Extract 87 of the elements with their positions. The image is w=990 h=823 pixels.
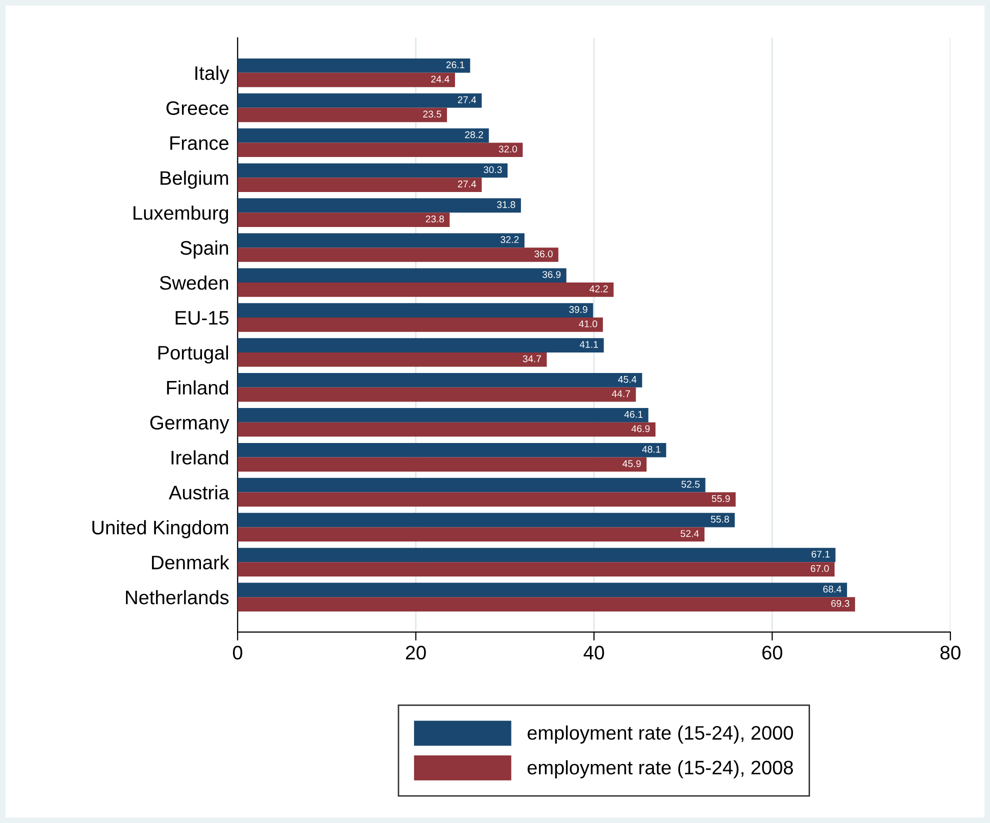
- x-tick-label: 40: [584, 646, 604, 660]
- data-label: 27.4: [458, 180, 476, 188]
- data-label: 52.4: [680, 530, 699, 537]
- y-tick-label: Spain: [180, 240, 228, 259]
- y-tick-label: Denmark: [152, 555, 230, 570]
- bar: [238, 373, 642, 388]
- bar: [238, 72, 456, 88]
- data-label: 55.9: [712, 495, 730, 502]
- data-label: 36.0: [534, 250, 553, 258]
- data-label: 23.5: [423, 110, 442, 118]
- data-label: 24.4: [431, 76, 450, 82]
- data-label: 39.9: [569, 306, 588, 313]
- bar: [238, 93, 482, 108]
- bar: [238, 387, 636, 402]
- data-label: 44.7: [612, 390, 630, 398]
- bar: [238, 282, 614, 297]
- data-label: 41.0: [578, 320, 598, 328]
- bar: [238, 58, 470, 73]
- x-tick-label: 20: [406, 646, 426, 660]
- bar: [238, 512, 735, 528]
- bar: [238, 303, 594, 318]
- bar: [238, 142, 523, 158]
- bar: [238, 548, 836, 562]
- bar: [238, 268, 566, 283]
- y-tick-label: Ireland: [172, 450, 228, 465]
- legend-label: employment rate (15-24), 2000: [528, 725, 794, 744]
- data-label: 67.1: [812, 550, 830, 558]
- data-label: 46.1: [624, 410, 643, 418]
- y-tick-label: United Kingdom: [92, 520, 228, 538]
- y-tick-label: Netherlands: [126, 590, 229, 604]
- bar: [238, 128, 489, 143]
- bar: [238, 582, 848, 598]
- bar: [238, 562, 835, 576]
- bar: [238, 317, 603, 332]
- y-tick-label: Austria: [168, 485, 230, 500]
- x-tick-label: 60: [762, 646, 782, 660]
- y-tick-label: Luxemburg: [134, 206, 228, 224]
- bar: [238, 338, 604, 352]
- data-label: 28.2: [465, 131, 484, 138]
- data-label: 69.3: [831, 600, 850, 607]
- data-label: 45.9: [622, 460, 641, 468]
- y-tick-label: Germany: [150, 416, 230, 434]
- data-label: 45.4: [618, 376, 636, 383]
- data-label: 30.3: [484, 166, 502, 174]
- x-tick-label: 0: [232, 646, 242, 660]
- y-tick-label: EU-15: [176, 311, 228, 325]
- bar: [238, 198, 521, 213]
- data-label: 31.8: [497, 201, 516, 208]
- y-tick-label: Belgium: [160, 170, 228, 189]
- y-tick-label: Sweden: [160, 275, 228, 290]
- y-tick-label: Italy: [195, 66, 230, 84]
- data-label: 32.2: [500, 236, 519, 244]
- bar: [238, 233, 524, 248]
- data-label: 68.4: [823, 586, 842, 593]
- data-label: 67.0: [810, 565, 829, 572]
- data-label: 32.0: [498, 146, 517, 152]
- y-tick-label: Portugal: [158, 345, 228, 364]
- bar: [238, 408, 648, 422]
- bar: [238, 163, 508, 178]
- data-label: 52.5: [682, 480, 700, 488]
- data-label: 34.7: [522, 355, 541, 362]
- bar: [238, 178, 482, 192]
- data-label: 42.2: [590, 285, 608, 292]
- bar: [238, 527, 704, 542]
- bar: [238, 597, 856, 612]
- bar: [238, 248, 558, 262]
- data-label: 27.4: [458, 96, 476, 104]
- bar: [238, 212, 450, 227]
- bar: [238, 478, 706, 492]
- bar: [238, 108, 447, 122]
- data-label: 36.9: [542, 271, 561, 278]
- bar: [238, 457, 647, 472]
- data-label: 23.8: [426, 216, 444, 222]
- data-label: 48.1: [642, 446, 660, 453]
- y-tick-label: France: [170, 136, 228, 150]
- data-label: 26.1: [446, 61, 464, 68]
- y-tick-label: Greece: [166, 101, 228, 115]
- legend-label: employment rate (15-24), 2008: [528, 760, 793, 778]
- bar: [238, 442, 666, 458]
- y-tick-label: Finland: [167, 380, 228, 395]
- data-label: 41.1: [580, 341, 598, 348]
- data-label: 46.9: [631, 425, 650, 432]
- bar: [238, 492, 736, 507]
- bar: [238, 352, 547, 367]
- x-tick-label: 80: [940, 646, 960, 660]
- data-label: 55.8: [710, 516, 730, 523]
- bar: [238, 422, 656, 437]
